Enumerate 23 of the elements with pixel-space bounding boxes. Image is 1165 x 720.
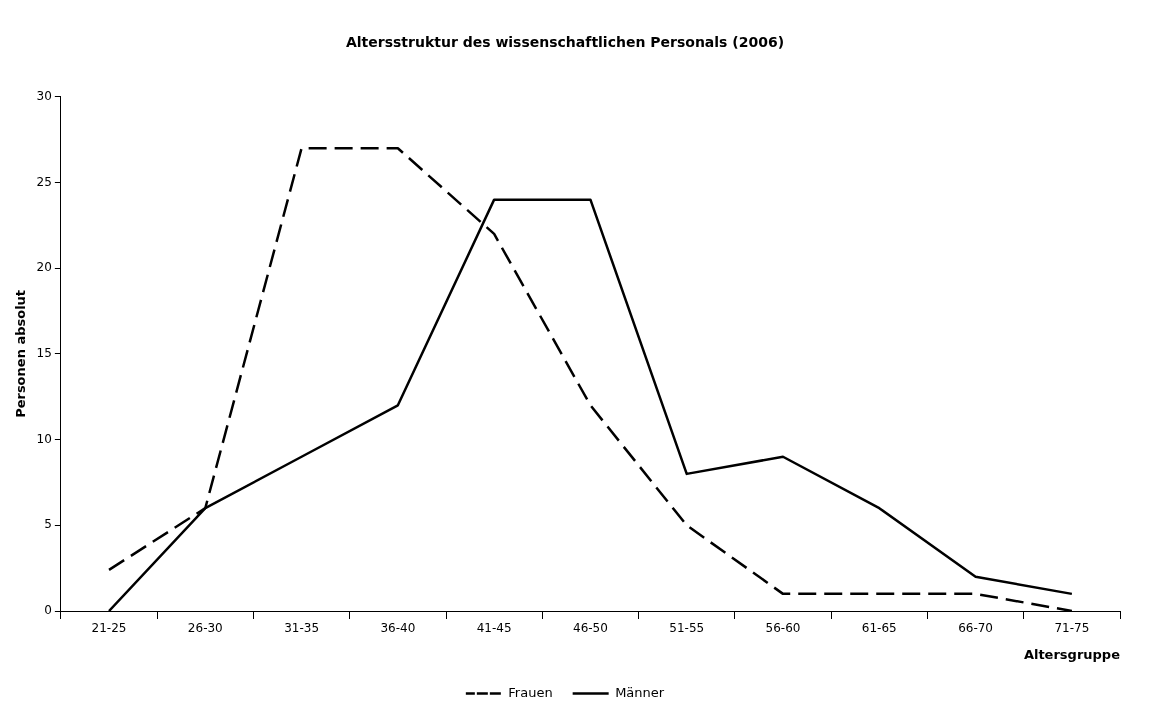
x-tick-label: 71-75 <box>1054 621 1090 636</box>
x-tick-label: 31-35 <box>284 621 320 636</box>
x-tick-label: 41-45 <box>476 621 512 636</box>
legend-label: Frauen <box>508 684 553 700</box>
y-tick-label: 30 <box>36 88 52 103</box>
x-tick-label: 51-55 <box>669 621 705 636</box>
y-tick-label: 5 <box>44 517 52 532</box>
x-tick-label: 21-25 <box>91 621 127 636</box>
x-tick-label: 66-70 <box>958 621 994 636</box>
y-tick-label: 0 <box>44 603 52 618</box>
x-tick-label: 36-40 <box>380 621 416 636</box>
y-tick-label: 10 <box>36 431 52 446</box>
x-tick-label: 26-30 <box>187 621 223 636</box>
x-axis-title: Altersgruppe <box>1023 646 1121 662</box>
y-tick-label: 20 <box>36 260 52 275</box>
y-tick-label: 15 <box>36 346 52 361</box>
x-tick-label: 56-60 <box>765 621 801 636</box>
chart-title: Altersstruktur des wissenschaftlichen Personals (2006) <box>345 34 785 51</box>
y-axis-title: Personen absolut <box>13 289 29 418</box>
x-tick-label: 46-50 <box>573 621 608 636</box>
y-tick-label: 25 <box>36 174 52 189</box>
legend-label: Männer <box>615 684 665 700</box>
x-tick-label: 61-65 <box>861 621 897 636</box>
